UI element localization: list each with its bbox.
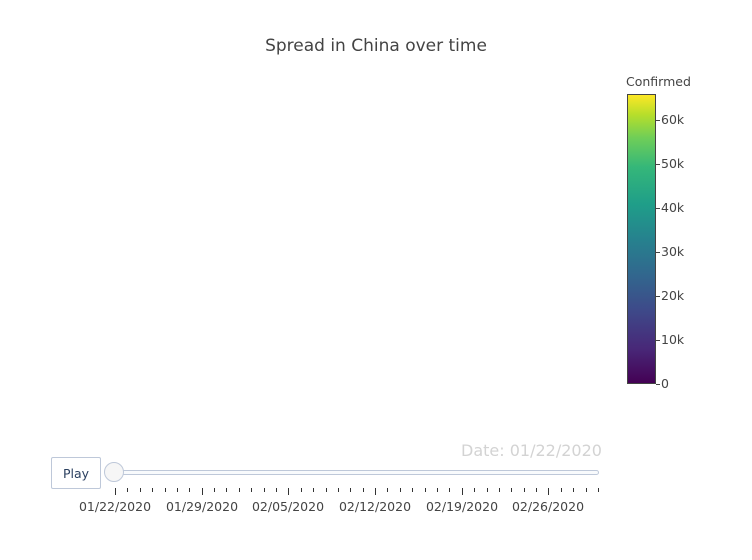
colorbar-tick-mark: [656, 384, 660, 385]
colorbar-title: Confirmed: [626, 74, 691, 89]
slider-minor-tick: [387, 488, 388, 492]
colorbar-tick-mark: [656, 208, 660, 209]
colorbar-tick-mark: [656, 252, 660, 253]
slider-minor-tick: [573, 488, 574, 492]
slider-minor-tick: [524, 488, 525, 492]
slider-minor-tick: [425, 488, 426, 492]
slider-minor-tick: [127, 488, 128, 492]
slider-minor-tick: [140, 488, 141, 492]
colorbar-tick-label: 60k: [661, 112, 685, 127]
slider-step-label[interactable]: 02/05/2020: [251, 499, 325, 514]
colorbar-tick-label: 0: [661, 376, 669, 391]
slider-minor-tick: [177, 488, 178, 492]
colorbar-tick-mark: [656, 340, 660, 341]
slider-minor-tick: [326, 488, 327, 492]
slider-minor-tick: [511, 488, 512, 492]
slider-minor-tick: [226, 488, 227, 492]
colorbar-tick-mark: [656, 164, 660, 165]
slider-minor-tick: [536, 488, 537, 492]
colorbar-tick-label: 10k: [661, 332, 685, 347]
slider-major-tick: [115, 488, 116, 495]
slider-minor-tick: [499, 488, 500, 492]
slider-minor-tick: [586, 488, 587, 492]
play-button[interactable]: Play: [51, 457, 101, 489]
slider-minor-tick: [152, 488, 153, 492]
slider-major-tick: [288, 488, 289, 495]
slider-major-tick: [548, 488, 549, 495]
slider-minor-tick: [474, 488, 475, 492]
chart-title: Spread in China over time: [265, 36, 487, 56]
slider-minor-tick: [363, 488, 364, 492]
slider-track[interactable]: [115, 470, 599, 475]
slider-minor-tick: [214, 488, 215, 492]
slider-minor-tick: [301, 488, 302, 492]
colorbar-tick-label: 50k: [661, 156, 685, 171]
slider-minor-tick: [264, 488, 265, 492]
slider-minor-tick: [598, 488, 599, 492]
colorbar-tick-mark: [656, 120, 660, 121]
slider-step-label[interactable]: 02/19/2020: [425, 499, 499, 514]
slider-minor-tick: [449, 488, 450, 492]
slider-minor-tick: [338, 488, 339, 492]
slider-minor-tick: [251, 488, 252, 492]
slider-current-label: Date: 01/22/2020: [461, 441, 602, 460]
slider-minor-tick: [437, 488, 438, 492]
slider-major-tick: [202, 488, 203, 495]
slider-minor-tick: [487, 488, 488, 492]
slider-major-tick: [375, 488, 376, 495]
slider-minor-tick: [189, 488, 190, 492]
slider-major-tick: [462, 488, 463, 495]
colorbar-tick-label: 40k: [661, 200, 685, 215]
slider-minor-tick: [276, 488, 277, 492]
slider-minor-tick: [412, 488, 413, 492]
colorbar-tick-mark: [656, 296, 660, 297]
slider-step-label[interactable]: 01/29/2020: [165, 499, 239, 514]
slider-handle[interactable]: [104, 462, 124, 482]
slider-minor-tick: [313, 488, 314, 492]
slider-step-label[interactable]: 02/12/2020: [338, 499, 412, 514]
slider-minor-tick: [400, 488, 401, 492]
colorbar-tick-label: 20k: [661, 288, 685, 303]
slider-minor-tick: [561, 488, 562, 492]
colorbar-tick-label: 30k: [661, 244, 685, 259]
slider-minor-tick: [350, 488, 351, 492]
slider-step-label[interactable]: 02/26/2020: [511, 499, 585, 514]
slider-minor-tick: [239, 488, 240, 492]
colorbar: [627, 94, 656, 384]
slider-minor-tick: [165, 488, 166, 492]
slider-step-label[interactable]: 01/22/2020: [78, 499, 152, 514]
